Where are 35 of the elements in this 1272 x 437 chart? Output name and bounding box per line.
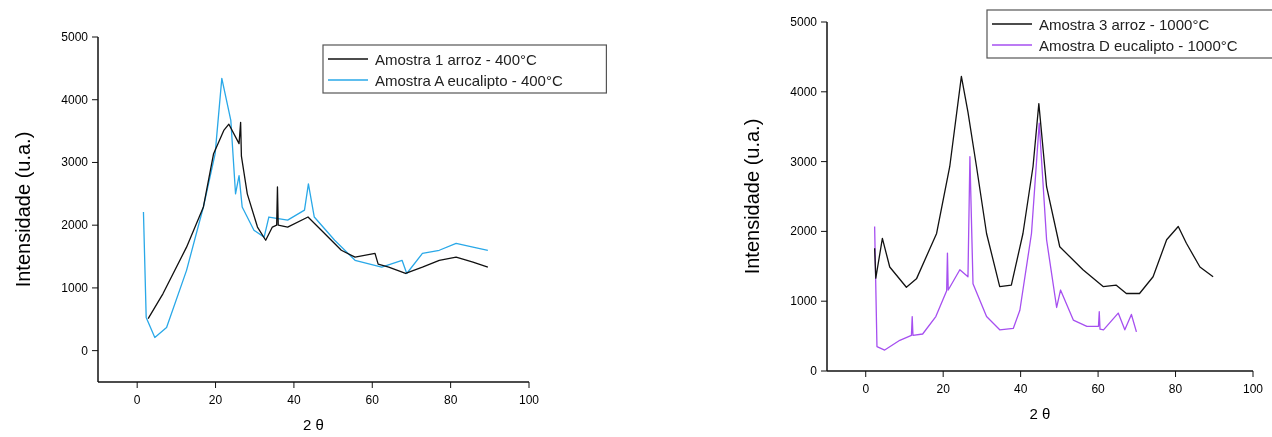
line-series xyxy=(147,121,489,320)
x-axis-title: 2 θ xyxy=(303,416,324,433)
legend-label: Amostra 1 arroz - 400°C xyxy=(375,50,538,68)
x-tick-label: 20 xyxy=(208,393,223,407)
line-series xyxy=(873,122,1138,351)
legend-label: Amostra A eucalipto - 400°C xyxy=(375,71,563,89)
y-tick-label: 2000 xyxy=(61,218,89,233)
y-tick-label: 3000 xyxy=(790,154,818,169)
x-tick-label: 80 xyxy=(443,393,458,407)
x-tick-label: 60 xyxy=(1091,382,1106,396)
y-tick-label: 0 xyxy=(81,343,89,358)
legend-label: Amostra D eucalipto - 1000°C xyxy=(1039,36,1238,54)
y-tick-label: 0 xyxy=(810,364,818,378)
x-tick-label: 0 xyxy=(862,382,870,396)
x-tick-label: 100 xyxy=(518,393,540,407)
line-series xyxy=(873,75,1214,295)
x-tick-label: 20 xyxy=(936,382,951,396)
y-tick-label: 3000 xyxy=(61,155,89,170)
y-axis-title: Intensidade (u.a.) xyxy=(741,118,763,275)
y-tick-label: 1000 xyxy=(61,280,89,295)
y-tick-label: 5000 xyxy=(790,15,818,29)
x-tick-label: 40 xyxy=(287,393,301,407)
legend-label: Amostra 3 arroz - 1000°C xyxy=(1039,15,1210,33)
x-tick-label: 40 xyxy=(1013,382,1028,396)
y-tick-label: 5000 xyxy=(61,30,89,44)
x-tick-label: 60 xyxy=(365,393,380,407)
y-axis-title: Intensidade (u.a.) xyxy=(12,131,34,288)
x-axis-title: 2 θ xyxy=(1029,405,1051,422)
x-tick-label: 0 xyxy=(133,393,141,407)
x-tick-label: 80 xyxy=(1168,382,1183,396)
y-tick-label: 4000 xyxy=(790,84,818,99)
y-tick-label: 4000 xyxy=(61,92,89,107)
x-tick-label: 100 xyxy=(1242,382,1264,396)
y-tick-label: 2000 xyxy=(790,224,818,239)
y-tick-label: 1000 xyxy=(790,294,818,309)
